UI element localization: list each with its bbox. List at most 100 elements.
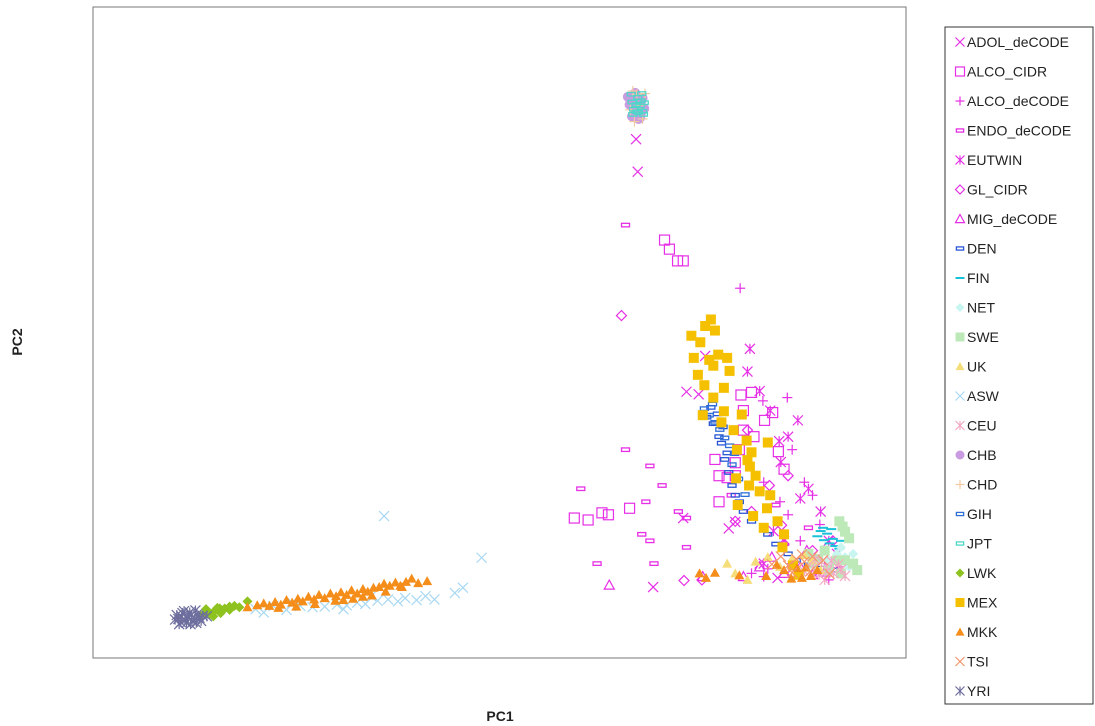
data-point bbox=[730, 492, 740, 498]
data-point bbox=[615, 309, 628, 322]
data-point bbox=[716, 417, 727, 428]
data-point bbox=[834, 516, 845, 527]
legend-marker bbox=[955, 420, 965, 431]
data-point bbox=[640, 88, 651, 99]
data-point bbox=[742, 574, 753, 584]
data-point bbox=[840, 555, 851, 566]
data-point bbox=[713, 349, 724, 360]
data-point bbox=[762, 552, 773, 562]
data-point bbox=[476, 552, 488, 564]
data-point bbox=[352, 588, 363, 598]
data-point bbox=[699, 380, 710, 391]
data-point bbox=[357, 591, 368, 601]
legend-label: YRI bbox=[967, 683, 990, 699]
data-point bbox=[807, 551, 818, 562]
legend-marker bbox=[955, 480, 965, 489]
data-point bbox=[794, 493, 806, 504]
data-point bbox=[449, 587, 461, 599]
legend-label: FIN bbox=[967, 270, 990, 286]
data-point bbox=[720, 435, 730, 441]
legend-label: JPT bbox=[967, 536, 992, 552]
data-point bbox=[754, 486, 765, 497]
legend-item: LWK bbox=[955, 565, 997, 581]
legend-marker bbox=[955, 391, 965, 401]
data-point bbox=[750, 556, 761, 566]
data-point bbox=[693, 388, 705, 400]
data-point bbox=[744, 461, 755, 472]
data-point bbox=[632, 166, 644, 178]
data-point bbox=[303, 591, 314, 601]
data-point bbox=[694, 568, 705, 578]
legend-label: EUTWIN bbox=[967, 152, 1022, 168]
series-yri bbox=[169, 605, 213, 630]
legend-marker bbox=[955, 541, 965, 546]
data-point bbox=[819, 574, 831, 586]
data-point bbox=[815, 506, 827, 517]
data-point bbox=[709, 453, 721, 466]
data-point bbox=[406, 573, 417, 583]
legend-label: UK bbox=[967, 359, 987, 375]
data-point bbox=[623, 502, 636, 514]
data-point bbox=[411, 594, 422, 606]
data-point bbox=[628, 106, 639, 112]
data-point bbox=[242, 602, 253, 612]
data-point bbox=[775, 551, 787, 562]
data-point bbox=[750, 470, 761, 481]
x-axis-label: PC1 bbox=[486, 708, 513, 724]
data-point bbox=[638, 112, 649, 117]
data-point bbox=[568, 512, 580, 524]
data-point bbox=[602, 509, 615, 521]
data-point bbox=[686, 330, 697, 341]
data-point bbox=[603, 578, 616, 590]
data-point bbox=[835, 542, 846, 553]
data-point bbox=[681, 544, 692, 550]
data-point bbox=[740, 492, 750, 497]
data-point bbox=[744, 480, 755, 491]
data-point bbox=[169, 614, 181, 626]
data-point bbox=[392, 595, 404, 607]
data-point bbox=[831, 555, 842, 566]
data-point bbox=[374, 582, 385, 592]
data-point bbox=[803, 548, 814, 559]
data-point bbox=[224, 601, 235, 612]
data-point bbox=[753, 560, 766, 572]
data-point bbox=[807, 490, 818, 501]
data-point bbox=[799, 477, 810, 488]
data-point bbox=[357, 583, 368, 593]
data-point bbox=[576, 486, 586, 492]
legend-label: ALCO_deCODE bbox=[967, 93, 1069, 109]
data-point bbox=[592, 561, 602, 567]
data-point bbox=[181, 610, 193, 622]
data-point bbox=[724, 470, 734, 475]
data-point bbox=[837, 521, 848, 532]
data-point bbox=[234, 602, 245, 613]
data-point bbox=[713, 470, 725, 482]
data-point bbox=[242, 596, 253, 607]
data-point bbox=[741, 424, 754, 436]
series-adol-decode bbox=[630, 133, 790, 593]
data-point bbox=[212, 602, 223, 613]
legend-label: ENDO_deCODE bbox=[967, 123, 1071, 139]
legend-item: NET bbox=[955, 300, 995, 316]
data-point bbox=[787, 560, 798, 571]
legend-item: ALCO_CIDR bbox=[954, 64, 1047, 80]
data-point bbox=[632, 109, 642, 115]
legend-item: MIG_deCODE bbox=[954, 211, 1057, 227]
data-point bbox=[630, 133, 642, 145]
data-point bbox=[852, 565, 863, 576]
data-point bbox=[741, 435, 752, 446]
data-point bbox=[796, 549, 808, 560]
data-point bbox=[713, 496, 725, 508]
data-point bbox=[330, 595, 341, 605]
data-point bbox=[645, 538, 655, 544]
data-point bbox=[777, 542, 788, 553]
data-point bbox=[645, 463, 655, 469]
legend-item: GL_CIDR bbox=[954, 182, 1028, 198]
data-point bbox=[382, 593, 394, 605]
data-point bbox=[626, 91, 636, 97]
data-point bbox=[803, 483, 814, 495]
data-point bbox=[641, 499, 651, 505]
data-point bbox=[766, 558, 778, 570]
legend-item: TSI bbox=[955, 654, 989, 670]
data-point bbox=[678, 574, 690, 587]
